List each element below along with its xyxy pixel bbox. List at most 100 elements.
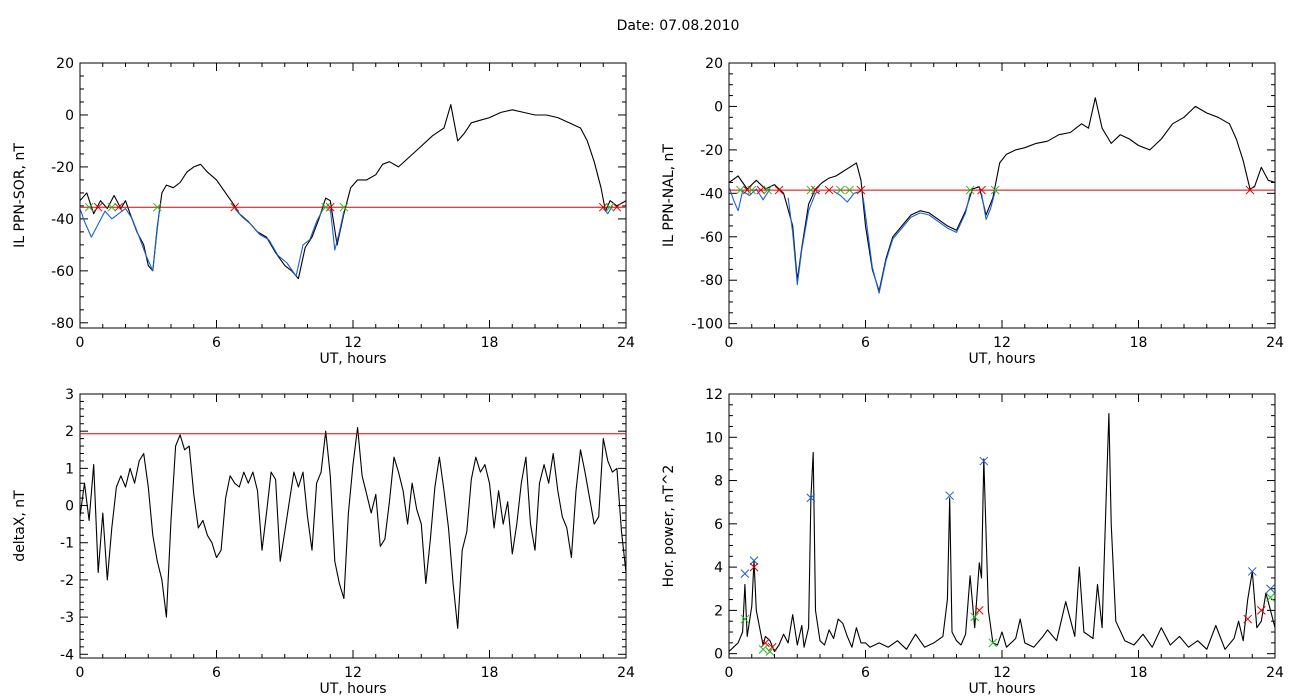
x-tick-label: 18 (481, 665, 499, 681)
y-tick-label: 8 (714, 474, 723, 490)
x-marker (598, 202, 608, 212)
x-tick-label: 0 (76, 665, 85, 681)
x-marker (836, 185, 845, 195)
series-line (833, 190, 862, 203)
panel-sor: 0 6 12 18 24 -80 -60 -40 -20 0 20 UT, hours IL PPN-S… (12, 56, 635, 367)
plot-area (729, 412, 1275, 656)
y-tick-label: -3 (60, 610, 74, 626)
x-marker (767, 642, 777, 652)
x-marker (612, 202, 622, 212)
y-axis-label: IL PPN-SOR, nT (12, 143, 28, 248)
series-line (729, 97, 1275, 292)
series-line (787, 190, 821, 286)
x-marker (749, 556, 759, 565)
x-tick-label: 0 (725, 665, 734, 681)
x-marker-stroke (114, 202, 124, 212)
x-marker (806, 493, 816, 503)
x-axis-label: UT, hours (968, 681, 1035, 697)
y-tick-label: -100 (691, 317, 723, 333)
x-marker (756, 185, 766, 195)
y-tick-label: -2 (60, 573, 74, 589)
y-tick-label: -4 (60, 647, 74, 663)
x-marker (1256, 606, 1266, 615)
x-marker (749, 562, 759, 572)
x-marker (1243, 614, 1253, 624)
x-marker-stroke (1256, 606, 1266, 615)
y-tick-label: 1 (65, 461, 74, 477)
series-line (80, 426, 626, 629)
x-tick-label: 6 (861, 665, 870, 681)
y-tick-label: 2 (714, 603, 723, 619)
x-marker-stroke (811, 185, 820, 195)
x-tick-label: 24 (1266, 665, 1284, 681)
plot-area (729, 97, 1275, 294)
x-marker-stroke (979, 456, 989, 466)
x-marker-stroke (740, 569, 750, 578)
x-tick-label: 6 (212, 665, 221, 681)
y-tick-label: 20 (56, 56, 74, 72)
x-marker (811, 185, 820, 195)
x-marker-stroke (945, 491, 955, 501)
y-axis-label: Hor. power, nT^2 (661, 465, 677, 588)
x-marker-stroke (756, 185, 766, 195)
x-marker-stroke (977, 185, 986, 195)
x-marker-stroke (856, 185, 866, 195)
plot-frame (728, 62, 1276, 329)
x-marker-stroke (93, 202, 103, 212)
y-tick-label: 0 (714, 647, 723, 663)
x-marker-stroke (1243, 614, 1253, 624)
x-marker-stroke (765, 647, 775, 656)
x-marker (114, 202, 124, 212)
x-marker-stroke (758, 644, 768, 654)
x-marker-stroke (974, 606, 984, 615)
x-marker (740, 614, 750, 624)
x-marker (742, 185, 752, 195)
x-marker-stroke (230, 202, 240, 212)
x-marker-stroke (742, 185, 752, 195)
y-tick-label: 0 (65, 108, 74, 124)
y-tick-label: 0 (65, 499, 74, 515)
x-marker (1266, 593, 1275, 602)
y-tick-label: 20 (705, 56, 723, 72)
x-marker-stroke (740, 614, 750, 624)
x-marker (965, 185, 975, 195)
x-marker (761, 638, 770, 648)
x-marker (736, 185, 745, 195)
x-marker (990, 185, 1000, 195)
x-axis-label: UT, hours (968, 351, 1035, 367)
x-marker (152, 202, 162, 212)
x-marker-stroke (84, 202, 94, 212)
x-marker-stroke (747, 185, 757, 195)
x-marker-stroke (836, 185, 845, 195)
y-tick-label: -60 (700, 230, 723, 246)
x-marker (1245, 185, 1255, 195)
x-marker (974, 606, 984, 615)
x-marker-stroke (1266, 593, 1275, 602)
x-marker (1247, 567, 1257, 576)
x-marker (988, 638, 998, 648)
x-marker (845, 185, 854, 195)
x-tick-label: 18 (481, 335, 499, 351)
x-marker-stroke (321, 202, 331, 212)
x-marker (1266, 584, 1275, 594)
y-tick-label: -20 (51, 160, 74, 176)
y-tick-label: 0 (714, 99, 723, 115)
x-marker (856, 185, 866, 195)
x-marker (774, 185, 784, 195)
x-marker-stroke (774, 185, 784, 195)
x-marker-stroke (761, 638, 770, 648)
x-marker (945, 491, 955, 501)
x-marker-stroke (1247, 567, 1257, 576)
panel-nal: 0 6 12 18 24 -100 -80 -60 -40 -20 0 20 UT, hours IL P… (661, 56, 1284, 367)
y-tick-label: -40 (51, 212, 74, 228)
x-marker (970, 612, 980, 622)
plot-area (80, 104, 626, 280)
x-tick-label: 12 (993, 665, 1011, 681)
x-tick-label: 6 (861, 335, 870, 351)
x-marker-stroke (990, 185, 1000, 195)
x-marker (763, 185, 773, 195)
x-marker-stroke (1266, 584, 1275, 594)
x-marker (339, 202, 349, 212)
